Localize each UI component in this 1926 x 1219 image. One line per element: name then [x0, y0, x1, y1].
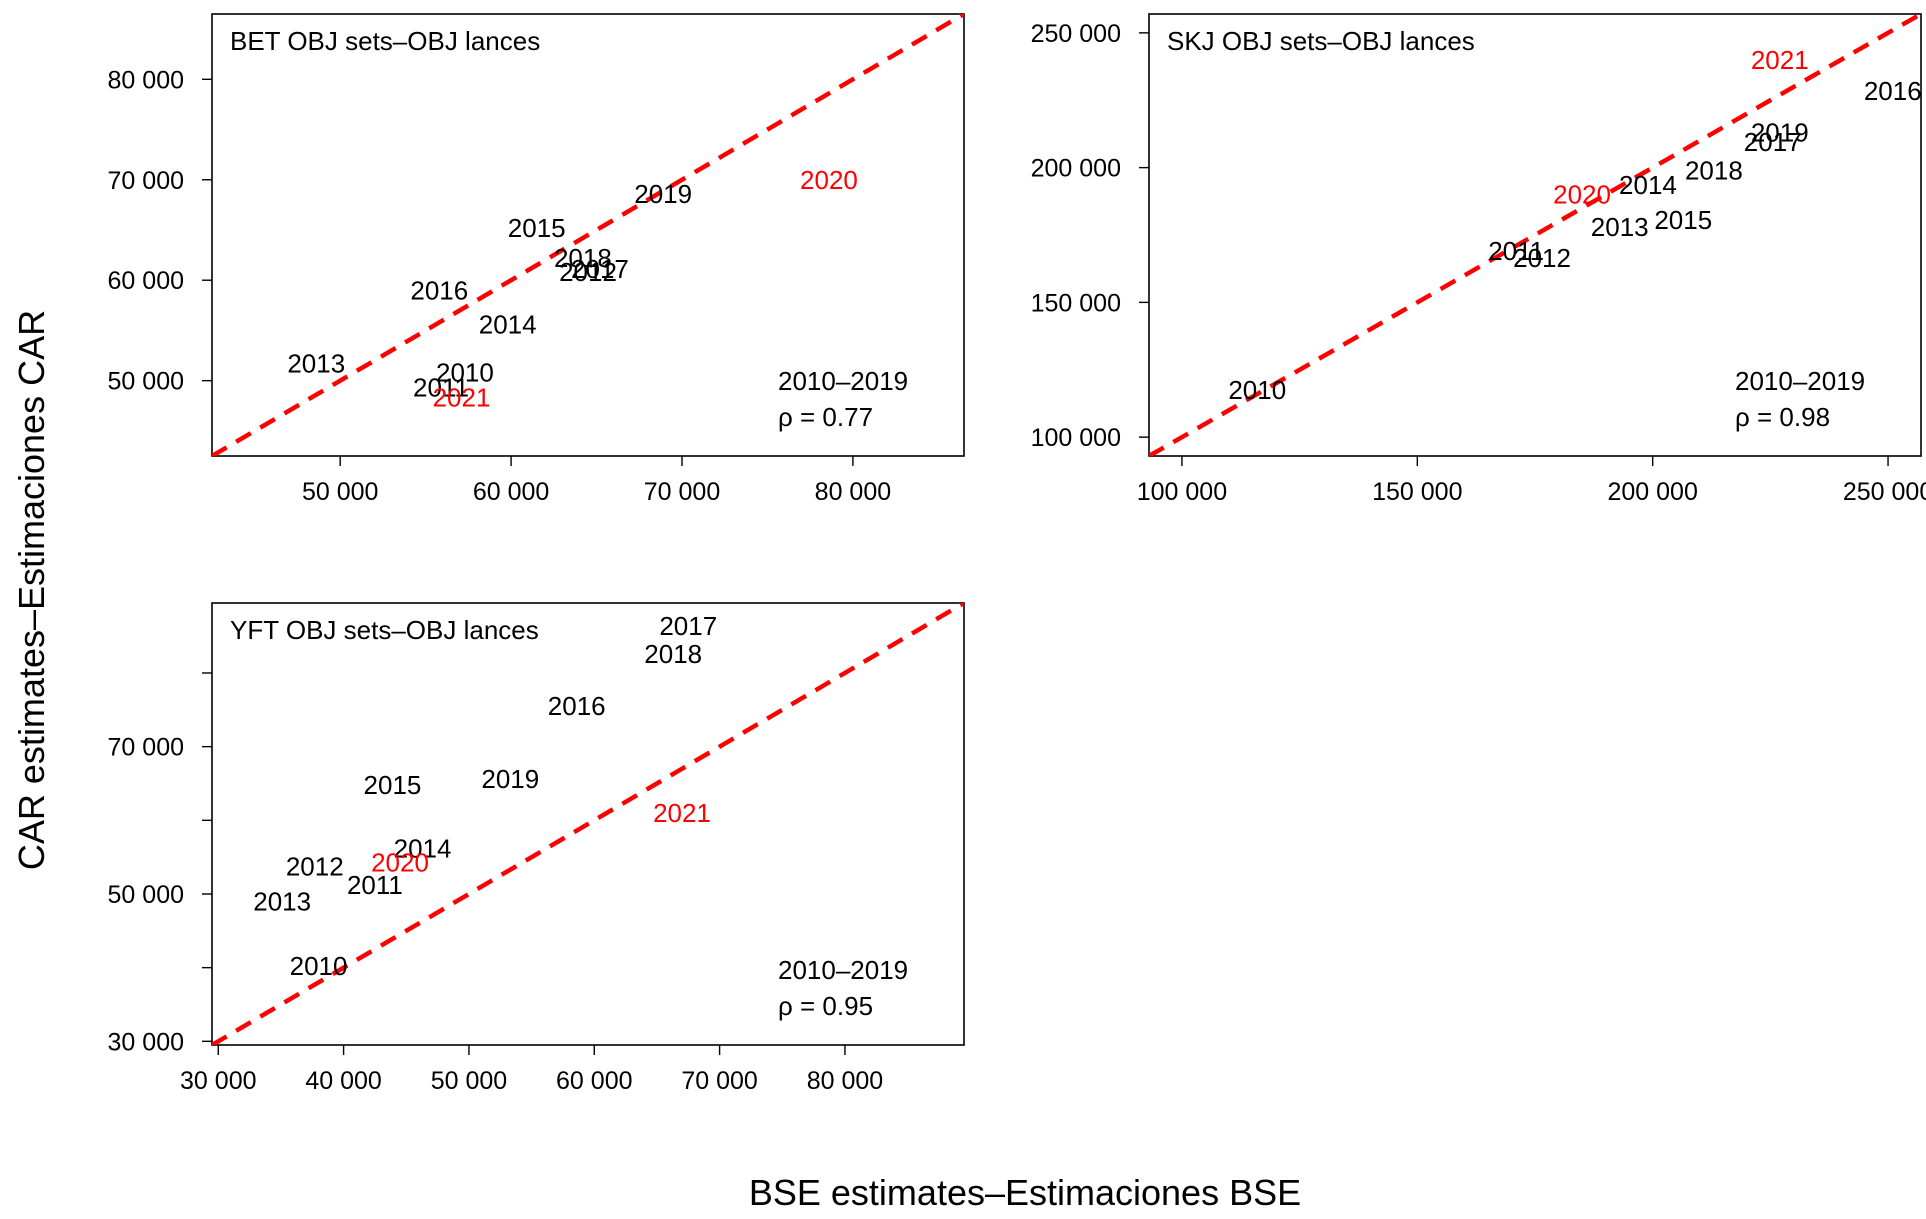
- yft-point-2010: 2010: [290, 951, 348, 981]
- bet-y-tick-label: 70 000: [108, 167, 184, 195]
- bet-point-2015: 2015: [508, 213, 566, 243]
- yft-x-tick-label: 30 000: [180, 1067, 256, 1095]
- bet-point-2018: 2018: [554, 243, 612, 273]
- skj-point-2013: 2013: [1591, 212, 1649, 242]
- yft-x-tick-label: 50 000: [431, 1067, 507, 1095]
- skj-x-tick-label: 150 000: [1372, 478, 1462, 506]
- bet-point-2020: 2020: [800, 165, 858, 195]
- bet-x-tick-label: 80 000: [815, 478, 891, 506]
- x-axis-title: BSE estimates–Estimaciones BSE: [749, 1172, 1301, 1213]
- bet-point-2013: 2013: [287, 349, 345, 379]
- bet-point-2021: 2021: [433, 383, 491, 413]
- yft-point-2017: 2017: [659, 611, 717, 641]
- yft-y-tick-label: 50 000: [108, 881, 184, 909]
- yft-point-2014: 2014: [394, 833, 452, 863]
- skj-plot-frame: [1148, 13, 1922, 457]
- bet-stat-rho: ρ = 0.77: [778, 402, 873, 432]
- skj-x-tick-label: 250 000: [1843, 478, 1926, 506]
- yft-point-2015: 2015: [364, 770, 422, 800]
- bet-point-2010: 2010: [436, 358, 494, 388]
- chart-panels: 50 000 60 000 70 000 80 000 50 000 60 000 70 0…: [108, 13, 1926, 1095]
- skj-panel: 100 000 150 000 200 000 250 000 100 000 150 0…: [1031, 13, 1926, 506]
- bet-panel-title: BET OBJ sets–OBJ lances: [230, 26, 540, 56]
- yft-y-tick-label: 30 000: [108, 1028, 184, 1056]
- skj-y-tick-label: 250 000: [1031, 20, 1121, 48]
- skj-point-2017: 2017: [1744, 127, 1802, 157]
- bet-panel: 50 000 60 000 70 000 80 000 50 000 60 000 70 0…: [108, 13, 965, 506]
- skj-point-2019: 2019: [1751, 118, 1809, 148]
- yft-panel: 30 000 40 000 50 000 60 000 70 000 80 000 30 0…: [108, 602, 965, 1095]
- bet-point-2014: 2014: [479, 309, 537, 339]
- bet-point-2016: 2016: [410, 275, 468, 305]
- bet-identity-line: [212, 14, 964, 456]
- bet-stat-period: 2010–2019: [778, 366, 908, 396]
- bet-plot-frame: [211, 13, 965, 457]
- yft-y-tick-label: 70 000: [108, 734, 184, 762]
- skj-y-tick-label: 200 000: [1031, 155, 1121, 183]
- yft-point-2013: 2013: [253, 886, 311, 916]
- yft-stat-period: 2010–2019: [778, 955, 908, 985]
- skj-x-tick-label: 200 000: [1607, 478, 1697, 506]
- yft-x-tick-label: 80 000: [807, 1067, 883, 1095]
- bet-point-2011: 2011: [413, 373, 469, 403]
- skj-point-2015: 2015: [1654, 205, 1712, 235]
- yft-x-tick-label: 40 000: [305, 1067, 381, 1095]
- bet-x-tick-label: 60 000: [473, 478, 549, 506]
- skj-point-2014: 2014: [1619, 170, 1677, 200]
- yft-point-2011: 2011: [347, 870, 403, 900]
- skj-point-2020: 2020: [1553, 180, 1611, 210]
- y-axis-title: CAR estimates–Estimaciones CAR: [11, 310, 52, 870]
- bet-y-tick-label: 80 000: [108, 66, 184, 94]
- yft-point-2018: 2018: [644, 639, 702, 669]
- skj-point-2010: 2010: [1228, 375, 1286, 405]
- yft-point-2019: 2019: [481, 764, 539, 794]
- skj-stat-rho: ρ = 0.98: [1735, 402, 1830, 432]
- skj-panel-title: SKJ OBJ sets–OBJ lances: [1167, 26, 1475, 56]
- bet-point-2012: 2012: [559, 257, 617, 287]
- skj-y-tick-label: 100 000: [1031, 424, 1121, 452]
- yft-identity-line: [212, 603, 964, 1045]
- yft-panel-title: YFT OBJ sets–OBJ lances: [230, 615, 539, 645]
- skj-stat-period: 2010–2019: [1735, 366, 1865, 396]
- bet-y-tick-label: 60 000: [108, 267, 184, 295]
- skj-identity-line: [1149, 14, 1921, 456]
- bet-x-tick-label: 50 000: [302, 478, 378, 506]
- yft-point-2020: 2020: [371, 847, 429, 877]
- yft-plot-frame: [211, 602, 965, 1046]
- yft-point-2012: 2012: [286, 852, 344, 882]
- skj-point-2016: 2016: [1864, 76, 1922, 106]
- skj-point-2018: 2018: [1685, 155, 1743, 185]
- bet-point-2017: 2017: [571, 254, 629, 284]
- yft-point-2021: 2021: [653, 798, 711, 828]
- yft-x-tick-label: 60 000: [556, 1067, 632, 1095]
- skj-point-2012: 2012: [1513, 243, 1571, 273]
- skj-point-2011: 2011: [1488, 236, 1544, 266]
- bet-y-tick-label: 50 000: [108, 368, 184, 396]
- skj-point-2021: 2021: [1751, 45, 1809, 75]
- skj-x-tick-label: 100 000: [1137, 478, 1227, 506]
- bet-x-tick-label: 70 000: [644, 478, 720, 506]
- yft-stat-rho: ρ = 0.95: [778, 991, 873, 1021]
- bet-point-2019: 2019: [634, 179, 692, 209]
- skj-y-tick-label: 150 000: [1031, 289, 1121, 317]
- yft-x-tick-label: 70 000: [681, 1067, 757, 1095]
- yft-point-2016: 2016: [548, 691, 606, 721]
